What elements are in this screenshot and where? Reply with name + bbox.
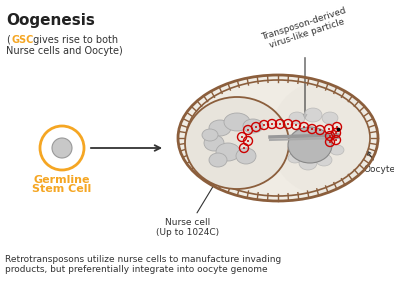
Ellipse shape	[224, 113, 250, 131]
Ellipse shape	[202, 129, 218, 141]
Circle shape	[287, 123, 289, 125]
Circle shape	[329, 135, 331, 137]
Circle shape	[319, 129, 321, 131]
Circle shape	[303, 126, 305, 128]
Ellipse shape	[209, 153, 227, 167]
Circle shape	[295, 124, 297, 126]
Circle shape	[311, 128, 313, 130]
Circle shape	[271, 123, 273, 125]
Circle shape	[247, 140, 249, 142]
Text: Germline: Germline	[34, 175, 90, 185]
Circle shape	[243, 147, 245, 149]
Ellipse shape	[316, 154, 332, 166]
Circle shape	[241, 136, 243, 138]
Circle shape	[336, 126, 338, 128]
Ellipse shape	[330, 145, 344, 155]
Text: Oogenesis: Oogenesis	[6, 13, 95, 28]
Ellipse shape	[322, 112, 338, 124]
Circle shape	[255, 126, 257, 128]
Ellipse shape	[185, 97, 289, 189]
Circle shape	[328, 128, 330, 130]
Ellipse shape	[243, 119, 263, 133]
Ellipse shape	[204, 135, 224, 151]
Ellipse shape	[178, 75, 378, 201]
Circle shape	[329, 141, 331, 143]
Ellipse shape	[289, 112, 305, 124]
Circle shape	[247, 129, 249, 131]
Text: Stem Cell: Stem Cell	[32, 184, 92, 194]
Circle shape	[263, 124, 265, 126]
Ellipse shape	[270, 82, 370, 194]
Circle shape	[335, 132, 337, 134]
Circle shape	[335, 139, 337, 141]
Text: Nurse cell
(Up to 1024C): Nurse cell (Up to 1024C)	[156, 178, 219, 237]
Ellipse shape	[304, 108, 322, 122]
Text: Nurse cells and Oocyte): Nurse cells and Oocyte)	[6, 46, 123, 56]
Text: products, but preferentially integrate into oocyte genome: products, but preferentially integrate i…	[5, 265, 268, 274]
Text: Retrotransposons utilize nurse cells to manufacture invading: Retrotransposons utilize nurse cells to …	[5, 255, 281, 264]
Text: GSC: GSC	[12, 35, 34, 45]
Text: (: (	[6, 35, 10, 45]
Ellipse shape	[288, 127, 332, 163]
Ellipse shape	[216, 143, 240, 161]
Ellipse shape	[236, 148, 256, 164]
Circle shape	[52, 138, 72, 158]
Text: gives rise to both: gives rise to both	[30, 35, 118, 45]
Ellipse shape	[299, 156, 317, 170]
Ellipse shape	[209, 120, 231, 136]
Text: Oocyte: Oocyte	[364, 151, 394, 174]
Text: Transposon-derived
virus-like particle: Transposon-derived virus-like particle	[260, 6, 350, 118]
Circle shape	[279, 123, 281, 125]
Ellipse shape	[288, 153, 302, 163]
